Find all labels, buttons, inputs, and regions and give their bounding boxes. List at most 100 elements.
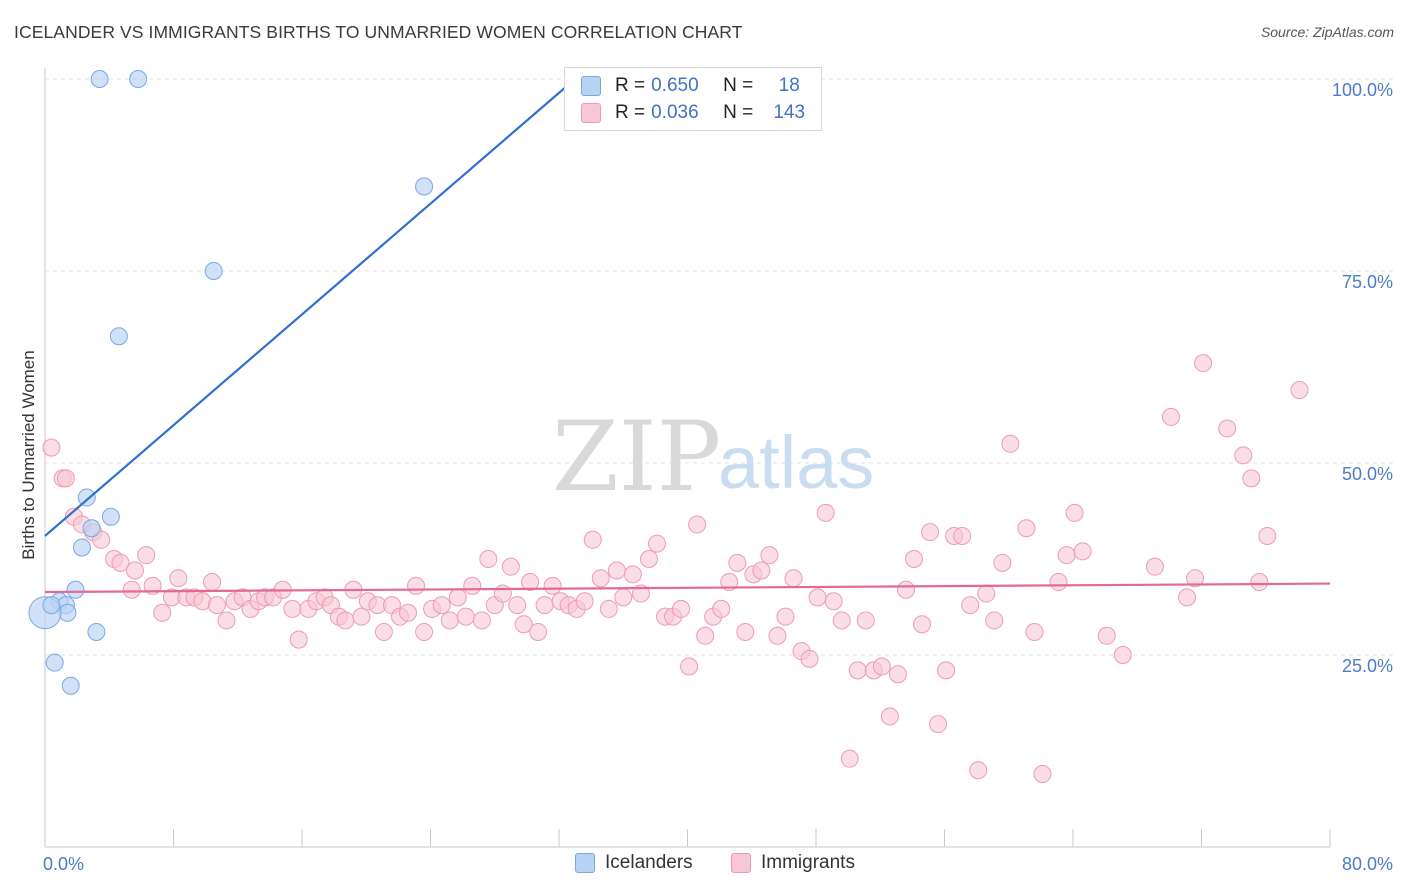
immigrants-point (583, 530, 602, 549)
watermark-zip: ZIP (552, 401, 721, 513)
immigrants-point (856, 611, 875, 630)
immigrants-point (985, 611, 1004, 630)
immigrants-point (896, 580, 915, 599)
immigrants-point (808, 588, 827, 607)
immigrants-point (472, 611, 491, 630)
immigrants-point (456, 607, 475, 626)
immigrants-point (1250, 573, 1269, 592)
icelanders-point (109, 327, 128, 346)
immigrants-point (913, 615, 932, 634)
immigrants-point (1097, 626, 1116, 645)
legend-label: Icelanders (605, 852, 693, 873)
immigrants-point (599, 599, 618, 618)
icelanders-point (129, 70, 148, 88)
immigrants-point (680, 657, 699, 676)
immigrants-point (607, 561, 626, 580)
icelanders-swatch (581, 76, 601, 96)
immigrants-point (529, 622, 548, 641)
immigrants-point (153, 603, 172, 622)
immigrants-point (1290, 381, 1309, 400)
y-tick-label: 100.0% (1332, 80, 1393, 100)
immigrants-point (535, 596, 554, 615)
immigrants-point (415, 622, 434, 641)
immigrants-point (493, 584, 512, 603)
icelanders-point (415, 177, 434, 196)
immigrants-point (631, 584, 650, 603)
immigrants-point (399, 603, 418, 622)
n-label: N = (723, 102, 754, 123)
immigrants-point (696, 626, 715, 645)
immigrants-point (575, 592, 594, 611)
immigrants-point (921, 523, 940, 542)
immigrants-point (647, 534, 666, 553)
immigrants-point (728, 553, 747, 572)
chart-title: ICELANDER VS IMMIGRANTS BIRTHS TO UNMARR… (14, 22, 743, 42)
immigrants-point (207, 596, 226, 615)
immigrants-point (880, 707, 899, 726)
y-tick-label: 25.0% (1342, 656, 1393, 676)
icelanders-point (77, 488, 96, 507)
icelanders-points (28, 70, 434, 695)
source-credit: Source: ZipAtlas.com (1260, 24, 1394, 40)
n-value: 18 (778, 75, 800, 96)
immigrants-point (543, 576, 562, 595)
immigrants-point (1073, 542, 1092, 561)
axis-labels: 25.0% 50.0% 75.0% 100.0% 0.0% 80.0% (43, 80, 1393, 874)
icelanders-point (58, 603, 77, 622)
immigrants-point (1194, 354, 1213, 373)
immigrants-point (840, 749, 859, 768)
immigrants-point (374, 622, 393, 641)
immigrants-point (784, 569, 803, 588)
immigrants-point (501, 557, 520, 576)
immigrants-point (479, 550, 498, 568)
immigrants-point (623, 565, 642, 584)
icelanders-point (87, 622, 106, 641)
immigrants-point (514, 615, 533, 634)
immigrants-point (776, 607, 795, 626)
icelanders-point (101, 507, 120, 526)
immigrants-point (125, 561, 144, 580)
y-axis-label: Births to Unmarried Women (19, 350, 38, 559)
legend-item-icelanders[interactable]: Icelanders (575, 852, 693, 874)
immigrants-point (672, 599, 691, 618)
immigrants-point (768, 626, 787, 645)
immigrants-point (122, 580, 141, 599)
stats-legend-box: R = 0.650 N = 18 R = 0.036 N = 143 (564, 67, 822, 131)
immigrants-point (953, 526, 972, 545)
immigrants-point (42, 438, 61, 457)
n-value: 143 (773, 102, 806, 123)
watermark: ZIP atlas (552, 401, 874, 513)
immigrants-point (508, 596, 527, 615)
immigrants-point (969, 761, 988, 780)
immigrants-point (591, 569, 610, 588)
immigrants-point (720, 573, 739, 592)
immigrants-point (1057, 546, 1076, 565)
n-label: N = (723, 75, 754, 96)
icelanders-point (45, 653, 64, 672)
icelanders-point (66, 580, 85, 599)
immigrants-legend-swatch (731, 853, 751, 873)
immigrants-point (289, 630, 308, 649)
stats-row-immigrants: R = 0.036 N = 143 (581, 100, 809, 126)
immigrants-point (1258, 526, 1277, 545)
immigrants-point (1001, 434, 1020, 453)
immigrants-point (752, 561, 771, 580)
immigrants-point (888, 665, 907, 684)
immigrants-point (760, 546, 779, 565)
legend-item-immigrants[interactable]: Immigrants (731, 852, 855, 874)
immigrants-point (111, 553, 130, 572)
immigrants-point (929, 715, 948, 734)
axes (44, 68, 1331, 848)
trendlines (44, 78, 1331, 594)
icelanders-point (82, 519, 101, 538)
immigrants-point (800, 649, 819, 668)
x-tick-label: 80.0% (1342, 854, 1393, 874)
immigrants-point (92, 530, 111, 549)
immigrants-point (1033, 765, 1052, 784)
immigrants-point (1234, 446, 1253, 465)
immigrants-point (137, 546, 156, 565)
immigrants-point (352, 607, 371, 626)
immigrants-point (56, 469, 75, 488)
immigrants-point (1049, 573, 1068, 592)
